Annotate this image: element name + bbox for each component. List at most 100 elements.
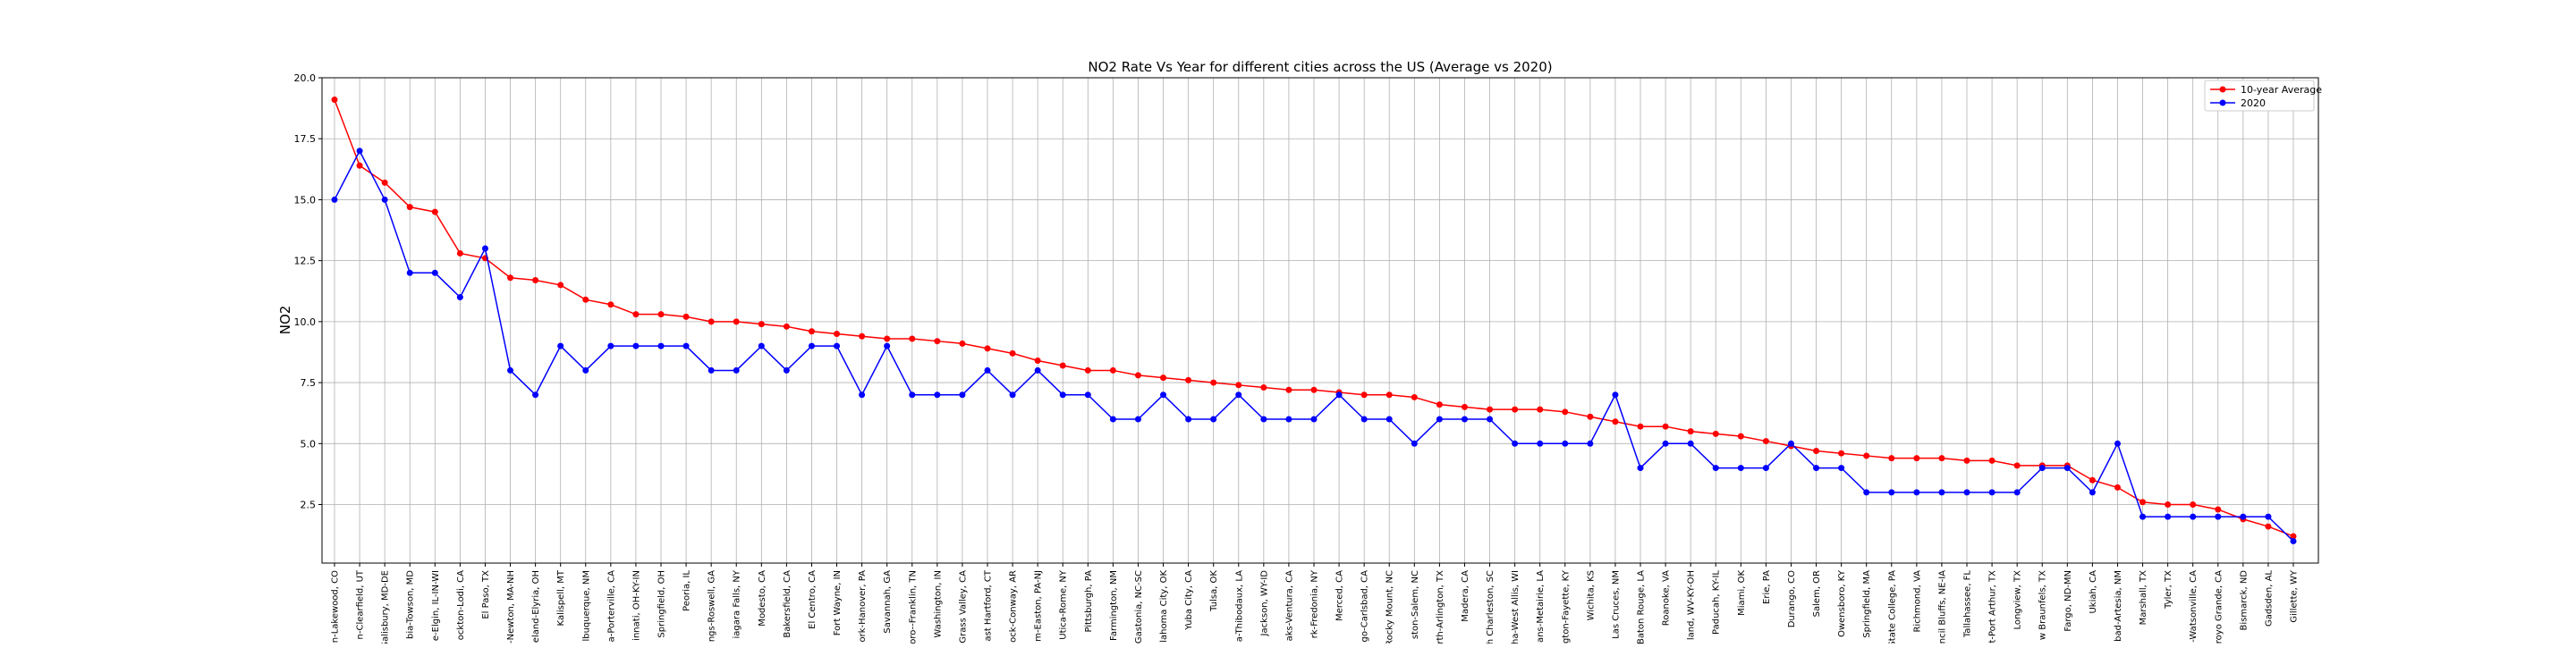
legend-marker-2020 xyxy=(2219,99,2226,106)
data-point-2020 xyxy=(1612,391,1619,399)
data-point-average xyxy=(1360,391,1368,399)
x-tick-label: land, WV-KY-OH xyxy=(1687,570,1697,640)
x-tick-label: Grass Valley, CA xyxy=(958,570,968,644)
data-point-2020 xyxy=(2013,489,2021,496)
data-point-2020 xyxy=(356,147,363,155)
data-point-2020 xyxy=(507,366,514,374)
x-tick-label: e-Elgin, IL-IN-WI xyxy=(431,570,441,641)
data-point-2020 xyxy=(2114,440,2121,447)
x-tick-label: Tulsa, OK xyxy=(1209,570,1219,612)
x-tick-label: Kalispell, MT xyxy=(556,569,566,626)
x-tick-label: Savannah, GA xyxy=(883,570,893,634)
y-tick-label: 7.5 xyxy=(301,377,317,389)
legend-label-2020: 2020 xyxy=(2241,97,2266,109)
data-point-2020 xyxy=(1687,440,1694,447)
x-tick-label: ockton-Lodi, CA xyxy=(456,570,466,640)
data-point-2020 xyxy=(1360,416,1368,423)
data-point-2020 xyxy=(1813,465,1820,472)
data-point-average xyxy=(2265,523,2272,530)
data-point-2020 xyxy=(1913,489,1920,496)
data-point-average xyxy=(1084,366,1091,374)
data-point-average xyxy=(1687,428,1694,435)
data-point-average xyxy=(1637,423,1644,430)
data-point-average xyxy=(331,97,338,104)
x-tick-label: Gastonia, NC-SC xyxy=(1134,570,1144,644)
data-point-2020 xyxy=(1411,440,1418,447)
y-tick-label: 20.0 xyxy=(294,72,317,84)
data-point-average xyxy=(632,311,640,318)
data-point-average xyxy=(1034,358,1041,365)
x-tick-label: h Charleston, SC xyxy=(1486,570,1496,644)
data-point-2020 xyxy=(1587,440,1594,447)
x-tick-label: Springfield, OH xyxy=(657,570,667,638)
data-point-average xyxy=(1059,362,1066,369)
data-point-2020 xyxy=(481,245,488,252)
data-point-2020 xyxy=(884,342,891,349)
data-point-2020 xyxy=(1210,416,1217,423)
y-tick-label: 10.0 xyxy=(294,316,317,328)
data-point-2020 xyxy=(2063,465,2071,472)
y-tick-label: 12.5 xyxy=(294,256,317,267)
data-point-2020 xyxy=(1009,391,1016,399)
data-point-2020 xyxy=(1787,440,1794,447)
data-point-average xyxy=(2290,533,2297,540)
data-point-2020 xyxy=(783,366,790,374)
data-point-average xyxy=(2013,462,2021,469)
data-point-2020 xyxy=(682,342,690,349)
data-point-average xyxy=(1988,457,1996,464)
data-point-2020 xyxy=(582,366,589,374)
data-point-average xyxy=(2114,484,2121,491)
x-tick-label: Utica-Rome, NY xyxy=(1059,569,1069,640)
data-point-2020 xyxy=(959,391,966,399)
x-tick-label: ast Hartford, CT xyxy=(984,569,994,641)
data-point-average xyxy=(733,318,740,325)
data-point-average xyxy=(934,338,941,345)
data-point-average xyxy=(984,345,991,352)
data-point-average xyxy=(1385,391,1393,399)
x-tick-label: lahoma City, OK xyxy=(1159,570,1169,643)
data-point-average xyxy=(657,311,665,318)
data-point-2020 xyxy=(1160,391,1167,399)
data-point-2020 xyxy=(532,391,539,399)
data-point-2020 xyxy=(1512,440,1519,447)
x-tick-label: oro--Franklin, TN xyxy=(908,570,918,644)
data-point-average xyxy=(557,282,564,289)
data-point-2020 xyxy=(431,269,438,276)
data-point-2020 xyxy=(607,342,614,349)
x-tick-label: Longview, TX xyxy=(2013,570,2023,630)
data-point-average xyxy=(582,296,589,303)
data-point-average xyxy=(1587,413,1594,420)
x-tick-label: Rocky Mount, NC xyxy=(1385,570,1395,644)
series-layer xyxy=(331,97,2297,544)
data-point-2020 xyxy=(1185,416,1192,423)
data-point-average xyxy=(834,331,841,338)
data-point-2020 xyxy=(1335,391,1343,399)
x-tick-label: a-Thibodaux, LA xyxy=(1234,570,1244,642)
y-axis-ticks: 2.5 5.0 7.5 10.0 12.5 15.0 17.5 20.0 xyxy=(294,72,322,511)
x-tick-label: Wichita, KS xyxy=(1586,570,1596,620)
data-point-average xyxy=(2215,506,2222,513)
x-tick-label: w Braunfels, TX xyxy=(2038,570,2048,640)
x-tick-label: El Paso, TX xyxy=(481,570,491,619)
x-tick-label: Gadsden, AL xyxy=(2264,570,2274,627)
x-tick-label: Fargo, ND-MN xyxy=(2063,570,2073,632)
data-point-2020 xyxy=(758,342,765,349)
plot-area-frame xyxy=(321,77,2319,564)
data-point-average xyxy=(1712,430,1719,437)
data-point-average xyxy=(959,340,966,347)
data-point-2020 xyxy=(1963,489,1970,496)
data-point-average xyxy=(808,328,815,335)
data-point-average xyxy=(1461,403,1468,410)
data-point-average xyxy=(1109,366,1116,374)
data-point-2020 xyxy=(331,196,338,203)
data-point-average xyxy=(884,335,891,342)
x-tick-label: innati, OH-KY-IN xyxy=(631,570,641,641)
data-point-2020 xyxy=(1109,416,1116,423)
x-tick-label: Peoria, IL xyxy=(682,570,692,611)
x-tick-label: n-Clearfield, UT xyxy=(356,569,366,639)
x-tick-label: ngton-Fayette, KY xyxy=(1561,569,1571,644)
data-point-average xyxy=(507,274,514,282)
data-point-average xyxy=(1134,372,1141,379)
data-point-average xyxy=(2190,501,2197,509)
